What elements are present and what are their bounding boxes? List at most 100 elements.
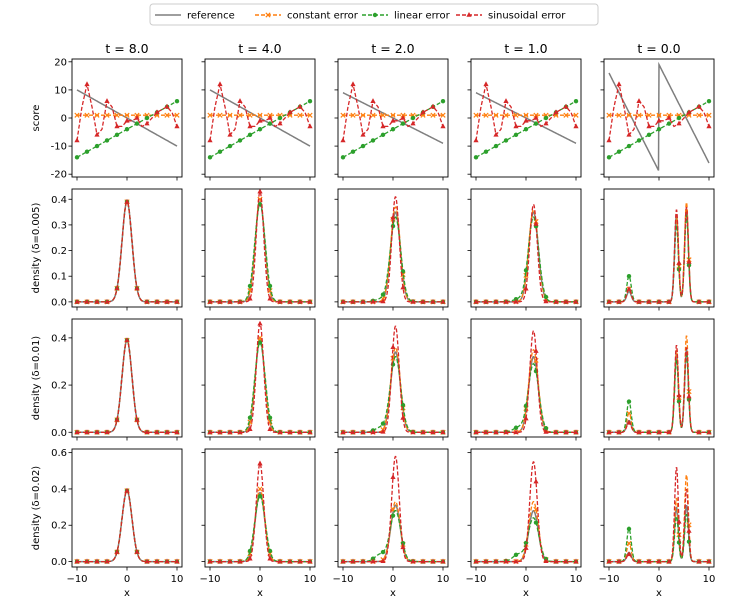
marker-sinusoidal: [543, 120, 549, 126]
marker-sinusoidal: [636, 558, 642, 564]
marker-linear: [410, 115, 416, 121]
marker-sinusoidal: [706, 298, 712, 304]
marker-sinusoidal: [104, 98, 110, 103]
marker-sinusoidal: [626, 286, 632, 291]
marker-sinusoidal: [410, 429, 416, 435]
marker-sinusoidal: [626, 131, 632, 137]
marker-sinusoidal: [207, 137, 213, 143]
marker-sinusoidal: [606, 298, 612, 304]
series-reference-r1-c0: [77, 200, 177, 303]
marker-sinusoidal: [523, 117, 529, 123]
marker-linear: [174, 98, 180, 104]
plot-area: [74, 487, 180, 565]
marker-sinusoidal: [154, 558, 160, 564]
marker-sinusoidal: [666, 115, 672, 120]
x-axis-label: x: [390, 588, 396, 598]
x-tick-label: 0: [390, 574, 396, 585]
marker-constant: [207, 112, 213, 118]
legend-label-linear: linear error: [394, 11, 451, 22]
marker-sinusoidal: [247, 555, 253, 561]
marker-sinusoidal: [513, 429, 519, 435]
marker-linear: [616, 149, 622, 154]
marker-linear: [247, 283, 253, 289]
marker-sinusoidal: [430, 429, 436, 435]
marker-sinusoidal: [287, 558, 293, 564]
series-linear-r1-c2: [343, 216, 443, 303]
series-reference-r2-c4: [609, 349, 709, 434]
marker-linear: [626, 143, 632, 149]
marker-constant: [523, 112, 529, 118]
series-linear-r2-c4: [609, 354, 709, 433]
series-reference-r3-c3: [476, 510, 576, 563]
series-sinusoidal-r0-c4: [608, 84, 710, 141]
marker-sinusoidal: [656, 558, 662, 564]
series-linear-r1-c0: [77, 200, 177, 303]
marker-linear: [124, 127, 130, 132]
plot-area: [207, 189, 313, 305]
series-sinusoidal-r3-c4: [609, 467, 709, 563]
marker-sinusoidal: [440, 298, 446, 304]
series-sinusoidal-r3-c1: [210, 462, 310, 563]
marker-constant: [430, 112, 436, 118]
marker-sinusoidal: [164, 103, 170, 109]
marker-sinusoidal: [513, 123, 519, 129]
marker-linear: [473, 155, 479, 160]
marker-sinusoidal: [666, 429, 672, 435]
marker-linear: [706, 98, 712, 104]
marker-sinusoidal: [74, 429, 80, 435]
axes-frame: [71, 448, 183, 568]
marker-sinusoidal: [676, 518, 682, 524]
axes-frame: [204, 448, 316, 568]
plot-area: [74, 198, 180, 305]
marker-sinusoidal: [104, 298, 110, 304]
marker-sinusoidal: [706, 429, 712, 435]
marker-sinusoidal: [503, 298, 509, 304]
plot-area: [340, 196, 446, 305]
marker-constant: [114, 112, 120, 118]
marker-sinusoidal: [227, 558, 233, 564]
series-constant-r2-c4: [609, 335, 709, 433]
marker-sinusoidal: [257, 117, 263, 123]
marker-linear: [626, 399, 632, 404]
series-reference-r3-c1: [210, 491, 310, 563]
marker-sinusoidal: [227, 429, 233, 435]
plot-area: [606, 467, 712, 565]
panel-r0-c4: t = 0.0: [600, 41, 715, 181]
marker-sinusoidal: [563, 103, 569, 109]
panel-r1-c0: 0.0 0.1 0.2 0.3 0.4 density (δ=0.005): [31, 188, 183, 311]
marker-sinusoidal: [483, 81, 489, 87]
marker-constant: [257, 112, 263, 118]
axes-frame: [71, 188, 183, 308]
marker-sinusoidal: [440, 123, 446, 129]
marker-sinusoidal: [400, 414, 406, 420]
marker-sinusoidal: [420, 109, 426, 115]
marker-sinusoidal: [207, 558, 213, 564]
marker-constant: [340, 112, 346, 118]
marker-sinusoidal: [257, 320, 263, 326]
marker-sinusoidal: [94, 298, 100, 304]
series-sinusoidal-r0-c2: [342, 84, 444, 141]
marker-sinusoidal: [646, 298, 652, 304]
marker-sinusoidal: [473, 137, 479, 143]
marker-sinusoidal: [390, 214, 396, 220]
panel-r3-c4: −10 0 10 x: [598, 448, 715, 598]
marker-constant: [257, 486, 263, 492]
marker-sinusoidal: [174, 558, 180, 564]
series-linear-r3-c1: [210, 495, 310, 563]
marker-linear: [493, 143, 499, 149]
marker-linear: [350, 149, 356, 154]
y-tick-label: 0.2: [51, 381, 67, 392]
marker-linear: [267, 283, 273, 289]
marker-constant: [124, 112, 130, 118]
marker-sinusoidal: [380, 558, 386, 563]
panel-r0-c2: t = 2.0: [334, 41, 449, 181]
marker-sinusoidal: [483, 558, 489, 564]
marker-linear: [513, 552, 519, 558]
series-constant-r2-c0: [77, 339, 177, 433]
marker-constant: [164, 112, 170, 118]
marker-sinusoidal: [696, 298, 702, 304]
series-sinusoidal-r3-c0: [77, 490, 177, 563]
marker-sinusoidal: [287, 298, 293, 304]
axes-frame: [603, 318, 715, 438]
marker-sinusoidal: [164, 298, 170, 304]
